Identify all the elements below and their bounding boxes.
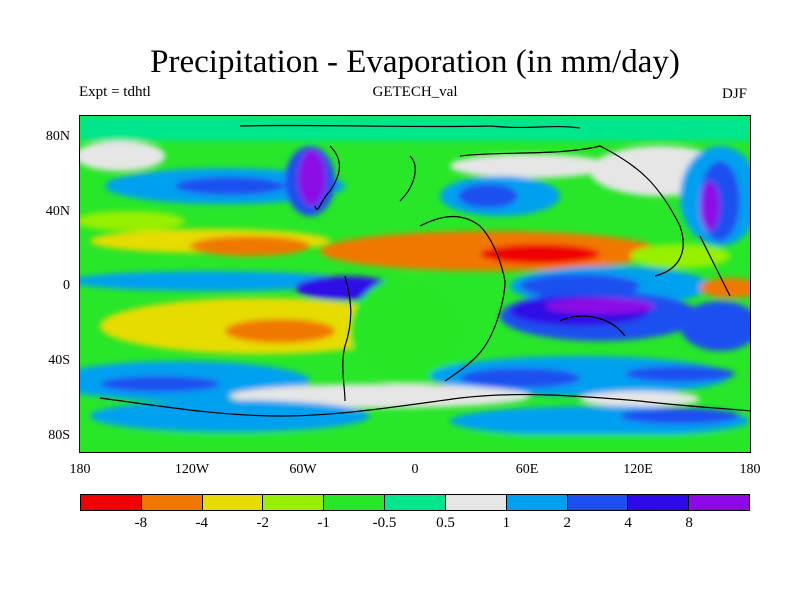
colorbar-swatch: [81, 495, 142, 510]
x-tick-label: 60E: [515, 462, 539, 477]
colorbar-swatch: [141, 495, 203, 510]
colorbar-swatch: [202, 495, 264, 510]
colorbar-label: -2: [256, 515, 269, 531]
colorbar-swatch: [628, 495, 690, 510]
x-tick-label: 60W: [289, 462, 317, 477]
colorbar: [80, 494, 750, 511]
colorbar-swatch: [506, 495, 568, 510]
y-tick-label: 40S: [48, 353, 70, 368]
x-tick-label: 180: [69, 462, 91, 477]
precip-evap-field: [80, 116, 750, 452]
colorbar-label: -0.5: [372, 515, 397, 531]
colorbar-label: 0.5: [436, 515, 455, 531]
colorbar-swatch: [567, 495, 629, 510]
colorbar-swatch: [263, 495, 325, 510]
colorbar-label: -8: [134, 515, 148, 531]
x-tick-label: 0: [411, 462, 419, 477]
map-title: Precipitation - Evaporation (in mm/day): [150, 44, 680, 80]
colorbar-label: -4: [195, 515, 209, 531]
x-tick-label: 120W: [174, 462, 210, 477]
map-plot-area: [79, 115, 751, 453]
season-label: DJF: [722, 86, 748, 102]
y-tick-label: 0: [63, 278, 70, 293]
dataset-label: GETECH_val: [372, 84, 458, 100]
colorbar-label: 4: [624, 515, 632, 531]
colorbar-label: 1: [502, 515, 511, 531]
colorbar-label: -1: [317, 515, 330, 531]
colorbar-label: 8: [685, 515, 693, 531]
experiment-label: Expt = tdhtl: [79, 84, 151, 100]
colorbar-swatch: [445, 495, 507, 510]
colorbar-swatch: [385, 495, 446, 510]
colorbar-swatch: [324, 495, 386, 510]
colorbar-label: 2: [563, 515, 572, 531]
x-tick-label: 120E: [623, 462, 653, 477]
y-tick-label: 80N: [45, 129, 70, 144]
y-tick-label: 80S: [48, 428, 70, 443]
y-tick-label: 40N: [45, 204, 70, 219]
colorbar-swatch: [689, 495, 749, 510]
x-tick-label: 180: [739, 462, 761, 477]
